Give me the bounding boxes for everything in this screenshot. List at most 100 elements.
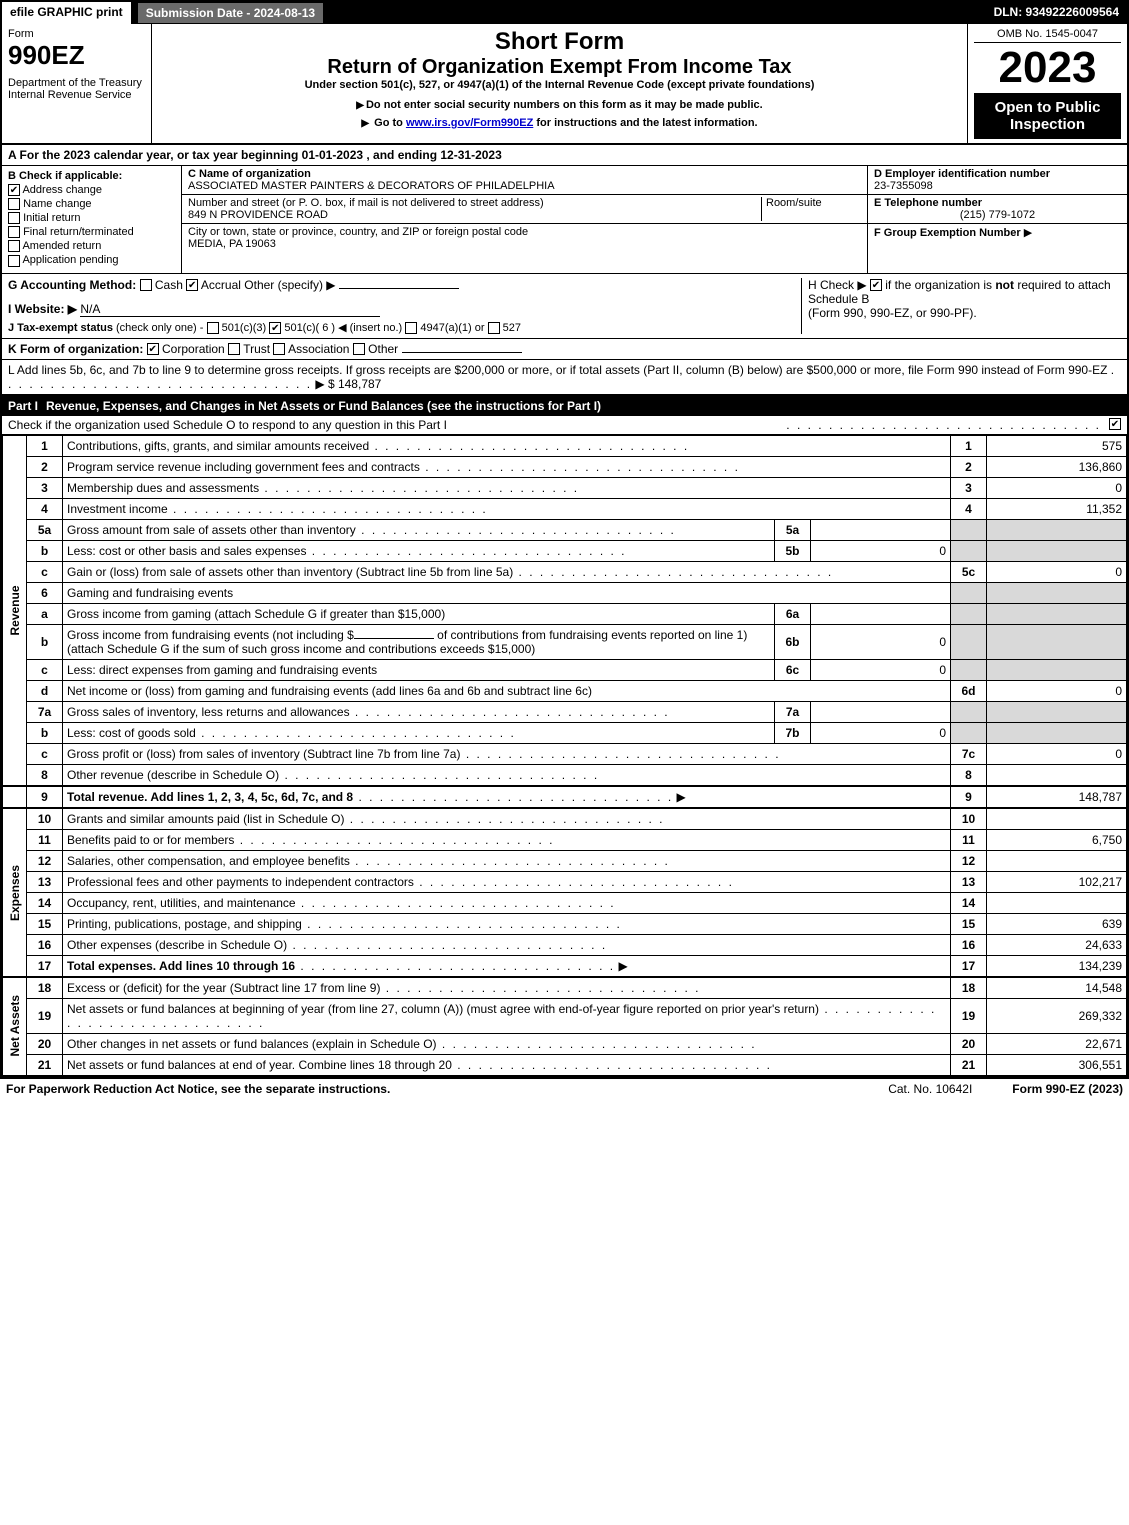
line-18-ln: 18	[951, 977, 987, 999]
section-i: I Website: ▶ N/A	[8, 302, 801, 317]
cb-501c3[interactable]	[207, 322, 219, 334]
cb-accrual[interactable]	[186, 279, 198, 291]
grey-cell	[951, 603, 987, 624]
cb-527[interactable]	[488, 322, 500, 334]
line-20-desc: Other changes in net assets or fund bala…	[67, 1037, 437, 1051]
cb-501c[interactable]	[269, 322, 281, 334]
grey-cell	[987, 701, 1127, 722]
cb-address-change[interactable]: Address change	[8, 184, 175, 196]
short-form-title: Short Form	[158, 28, 961, 56]
revenue-table: Revenue 1 Contributions, gifts, grants, …	[2, 435, 1127, 1076]
line-12-val	[987, 850, 1127, 871]
part1-header: Part I Revenue, Expenses, and Changes in…	[2, 396, 1127, 416]
cb-schedule-b[interactable]	[870, 279, 882, 291]
header-right: OMB No. 1545-0047 2023 Open to Public In…	[967, 24, 1127, 143]
cb-name-change[interactable]: Name change	[8, 198, 175, 210]
return-title: Return of Organization Exempt From Incom…	[158, 56, 961, 79]
cb-trust[interactable]	[228, 343, 240, 355]
opt-501c: 501(c)( 6 ) ◀ (insert no.)	[284, 322, 402, 334]
grey-cell	[951, 519, 987, 540]
line-8-desc: Other revenue (describe in Schedule O)	[67, 768, 279, 782]
line-5b-sub: 5b	[775, 540, 811, 561]
ein-value: 23-7355098	[874, 180, 1121, 192]
line-20-num: 20	[27, 1033, 63, 1054]
city-label: City or town, state or province, country…	[188, 226, 528, 238]
line-11-desc: Benefits paid to or for members	[67, 833, 234, 847]
opt-name: Name change	[23, 198, 92, 210]
section-k: K Form of organization: Corporation Trus…	[2, 339, 1127, 360]
checkbox-icon[interactable]	[8, 255, 20, 267]
cb-4947[interactable]	[405, 322, 417, 334]
cb-corp[interactable]	[147, 343, 159, 355]
street-value: 849 N PROVIDENCE ROAD	[188, 209, 761, 221]
cb-assoc[interactable]	[273, 343, 285, 355]
line-17-desc: Total expenses. Add lines 10 through 16	[67, 959, 295, 973]
name-label: C Name of organization	[188, 168, 861, 180]
phone-label: E Telephone number	[874, 197, 1121, 209]
section-b-title: B Check if applicable:	[8, 170, 175, 182]
part1-check-row: Check if the organization used Schedule …	[2, 416, 1127, 435]
cb-final-return[interactable]: Final return/terminated	[8, 226, 175, 238]
h-text4: (Form 990, 990-EZ, or 990-PF).	[808, 306, 977, 320]
line-3-val: 0	[987, 477, 1127, 498]
omb-number: OMB No. 1545-0047	[974, 28, 1121, 43]
section-h: H Check ▶ if the organization is not req…	[801, 278, 1121, 334]
line-21-desc: Net assets or fund balances at end of ye…	[67, 1058, 452, 1072]
grey-cell	[987, 624, 1127, 659]
line-6c-num: c	[27, 659, 63, 680]
opt-corp: Corporation	[162, 342, 225, 356]
line-7a-subval	[811, 701, 951, 722]
line-7b-desc: Less: cost of goods sold	[67, 726, 196, 740]
cb-initial-return[interactable]: Initial return	[8, 212, 175, 224]
gross-receipts: $ 148,787	[328, 377, 381, 391]
cb-pending[interactable]: Application pending	[8, 254, 175, 266]
line-7c-desc: Gross profit or (loss) from sales of inv…	[67, 747, 460, 761]
cb-schedule-o[interactable]	[1109, 418, 1121, 430]
line-6-num: 6	[27, 582, 63, 603]
line-5c-val: 0	[987, 561, 1127, 582]
line-6d-val: 0	[987, 680, 1127, 701]
opt-pending: Application pending	[22, 254, 118, 266]
line-8-val	[987, 764, 1127, 786]
room-suite: Room/suite	[761, 197, 861, 221]
submission-date: Submission Date - 2024-08-13	[137, 2, 324, 24]
ssn-warning: Do not enter social security numbers on …	[158, 99, 961, 111]
line-10-num: 10	[27, 808, 63, 830]
line-14-num: 14	[27, 892, 63, 913]
cb-other[interactable]	[353, 343, 365, 355]
line-4-num: 4	[27, 498, 63, 519]
checkbox-icon[interactable]	[8, 226, 20, 238]
header-left: Form 990EZ Department of the Treasury In…	[2, 24, 152, 143]
line-16-num: 16	[27, 934, 63, 955]
line-9-desc: Total revenue. Add lines 1, 2, 3, 4, 5c,…	[67, 790, 353, 804]
street-row: Number and street (or P. O. box, if mail…	[182, 195, 867, 224]
goto-link[interactable]: www.irs.gov/Form990EZ	[406, 117, 533, 129]
line-12-ln: 12	[951, 850, 987, 871]
line-14-ln: 14	[951, 892, 987, 913]
grey-cell	[987, 519, 1127, 540]
section-g: G Accounting Method: Cash Accrual Other …	[8, 278, 801, 292]
line-2-val: 136,860	[987, 456, 1127, 477]
checkbox-icon[interactable]	[8, 184, 20, 196]
line-5b-desc: Less: cost or other basis and sales expe…	[67, 544, 306, 558]
checkbox-icon[interactable]	[8, 240, 20, 252]
line-6c-sub: 6c	[775, 659, 811, 680]
line-19-ln: 19	[951, 998, 987, 1033]
part1-label: Part I	[8, 399, 46, 413]
line-16-ln: 16	[951, 934, 987, 955]
cb-amended[interactable]: Amended return	[8, 240, 175, 252]
line-21-val: 306,551	[987, 1054, 1127, 1075]
top-bar: efile GRAPHIC print Submission Date - 20…	[2, 2, 1127, 24]
line-11-num: 11	[27, 829, 63, 850]
checkbox-icon[interactable]	[8, 198, 20, 210]
efile-label[interactable]: efile GRAPHIC print	[2, 2, 133, 24]
line-18-desc: Excess or (deficit) for the year (Subtra…	[67, 981, 380, 995]
grey-cell	[951, 701, 987, 722]
line-7c-val: 0	[987, 743, 1127, 764]
cb-cash[interactable]	[140, 279, 152, 291]
line-15-desc: Printing, publications, postage, and shi…	[67, 917, 302, 931]
section-l-text: L Add lines 5b, 6c, and 7b to line 9 to …	[8, 363, 1107, 377]
line-15-val: 639	[987, 913, 1127, 934]
checkbox-icon[interactable]	[8, 212, 20, 224]
grey-cell	[987, 582, 1127, 603]
